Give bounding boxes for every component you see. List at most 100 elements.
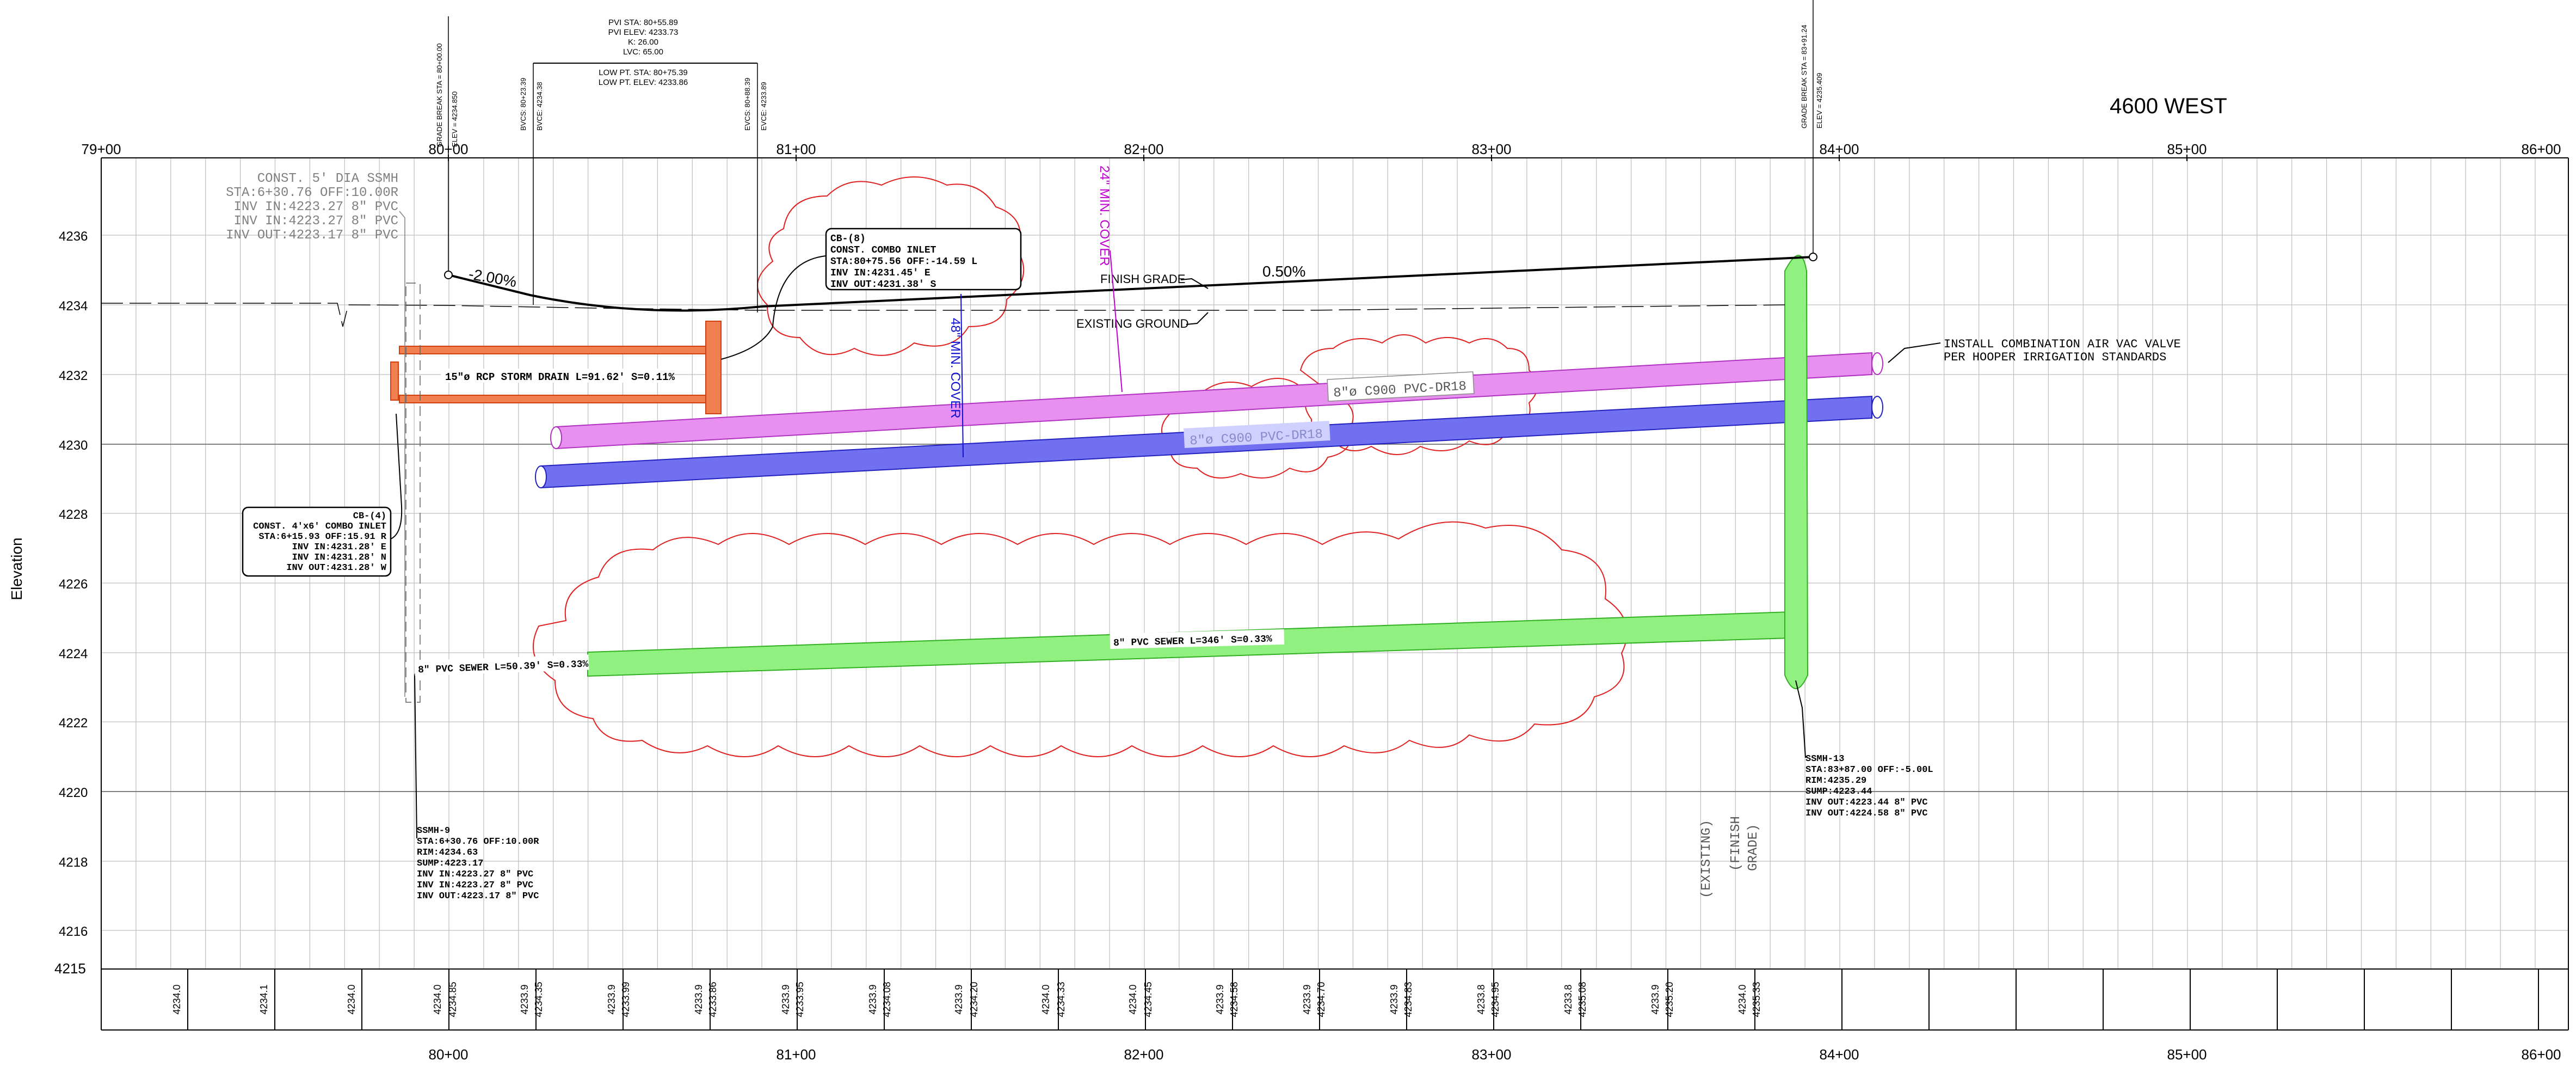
pvi-line: PVI ELEV: 4233.73 — [608, 28, 679, 37]
band-elevation-value: 4234.0 — [1127, 984, 1138, 1014]
station-label: 84+00 — [1819, 1046, 1859, 1063]
pipe-end — [535, 465, 547, 488]
note-line: SSMH-13 — [1805, 754, 1844, 764]
grade-break-point — [1809, 253, 1817, 261]
note-line: INV IN:4223.27 8" PVC — [417, 880, 533, 891]
elevation-label: 4236 — [59, 229, 88, 244]
note-line: INV OUT:4223.17 8" PVC — [417, 891, 539, 902]
elevation-label: 4230 — [59, 438, 88, 453]
band-elevation-value: 4233.9 — [1302, 984, 1312, 1014]
note-line: INV IN:4223.27 8" PVC — [234, 200, 398, 214]
grade-break-point — [444, 271, 453, 279]
finish-grade-line — [448, 256, 1814, 312]
low-point-line: LOW PT. STA: 80+75.39 — [599, 68, 688, 77]
band-elevation-value: 4233.9 — [953, 984, 964, 1014]
band-elevation-value: 4235.33 — [1751, 982, 1762, 1017]
band-elevation-value: 4234.0 — [346, 984, 357, 1014]
note-line: CONST. COMBO INLET — [830, 245, 936, 256]
station-labels-bottom: 80+00 81+00 82+00 83+00 84+00 85+00 86+0… — [428, 1046, 2561, 1063]
storm-drain-label-box — [441, 369, 669, 383]
note-line: CB-(4) — [353, 511, 386, 522]
grade-label-right: 0.50% — [1262, 263, 1305, 280]
note-line: INV OUT:4231.28' W — [286, 563, 386, 573]
note-line: INSTALL COMBINATION AIR VAC VALVE — [1944, 338, 2181, 351]
elevation-label: 4224 — [59, 647, 88, 661]
inlet-cb8 — [705, 321, 722, 414]
evcs-label: EVCS: 80+88.39 — [743, 78, 751, 131]
band-elevation-value: 4233.9 — [1650, 984, 1661, 1014]
band-elevation-value: 4234.33 — [1056, 982, 1067, 1017]
bvce-label: BVCE: 4234.38 — [535, 82, 544, 131]
ssmh9-note: SSMH-9 STA:6+30.76 OFF:10.00R RIM:4234.6… — [417, 826, 539, 902]
elevation-label: 4220 — [59, 786, 88, 800]
note-line: INV OUT:4223.44 8" PVC — [1805, 798, 1927, 808]
note-line: INV IN:4231.28' E — [292, 542, 386, 553]
station-label: 80+00 — [428, 1046, 468, 1063]
band-elevation-value: 4234.85 — [447, 982, 458, 1017]
storm-drain-label: 15"ø RCP STORM DRAIN L=91.62' S=0.11% — [445, 371, 675, 383]
min-cover-24-label: 24" MIN. COVER — [1097, 165, 1112, 266]
revision-cloud — [533, 521, 1628, 757]
pvi-line: PVI STA: 80+55.89 — [608, 18, 678, 27]
station-label: 85+00 — [2167, 1046, 2207, 1063]
sheet-title: 4600 WEST — [2110, 94, 2227, 118]
note-line: STA:80+75.56 OFF:-14.59 L — [830, 256, 977, 267]
elevation-label: 4234 — [59, 299, 88, 314]
min-cover-48-dim — [960, 293, 964, 458]
cb8-box — [825, 228, 1022, 291]
band-elevation-value: 4233.86 — [707, 982, 718, 1017]
air-vac-note: INSTALL COMBINATION AIR VAC VALVE PER HO… — [1944, 338, 2181, 364]
finish-vertical-label: (FINISH — [1729, 816, 1743, 871]
elevation-label: 4228 — [59, 507, 88, 522]
station-label: 79+00 — [81, 141, 121, 157]
manhole-13 — [1784, 255, 1809, 689]
revision-cloud — [1299, 334, 1538, 455]
pipe-end — [550, 426, 562, 449]
ssmh-const-note: CONST. 5' DIA SSMH STA:6+30.76 OFF:10.00… — [226, 171, 398, 243]
station-label: 86+00 — [2521, 1046, 2561, 1063]
finish-grade-leader — [1180, 278, 1209, 289]
pvi-line: LVC: 65.00 — [623, 47, 663, 57]
band-elevation-value: 4233.95 — [794, 982, 805, 1017]
band-elevation-value: 4233.9 — [867, 984, 878, 1014]
revision-cloud — [757, 176, 1025, 356]
elevation-label: 4216 — [59, 924, 88, 939]
band-elevation-value: 4234.0 — [1040, 984, 1051, 1014]
cb4-leader — [390, 413, 403, 539]
band-elevation-value: 4234.95 — [1490, 982, 1501, 1017]
band-elevation-value: 4234.45 — [1143, 982, 1154, 1017]
pipe-storm — [399, 395, 707, 403]
band-elevation-value: 4234.0 — [1737, 984, 1748, 1014]
note-line: CB-(8) — [830, 234, 866, 244]
note-line: INV OUT:4231.38' S — [830, 279, 936, 290]
elevation-label: 4218 — [59, 855, 88, 870]
band-elevation-value: 4234.20 — [969, 982, 979, 1017]
note-line: INV OUT:4223.17 8" PVC — [226, 228, 398, 243]
ssmh9-leader — [414, 664, 420, 839]
elevation-labels: 4236 4234 4232 4230 4228 4226 4224 4222 … — [54, 229, 88, 977]
revision-cloud — [1161, 378, 1354, 479]
note-line: INV IN:4231.45' E — [830, 268, 930, 279]
band-elevation-value: 4234.0 — [171, 984, 182, 1014]
note-line: STA:6+30.76 OFF:10.00R — [226, 186, 398, 200]
station-labels-top: 79+00 80+00 81+00 82+00 83+00 84+00 85+0… — [81, 141, 2561, 157]
cb8-note: CB-(8) CONST. COMBO INLET STA:80+75.56 O… — [830, 234, 977, 290]
ssmh13-note: SSMH-13 STA:83+87.00 OFF:-5.00L RIM:4235… — [1805, 754, 1933, 819]
band-elevation-value: 4235.08 — [1577, 982, 1588, 1017]
min-cover-24-dim — [1110, 250, 1123, 393]
pipe-end — [1871, 396, 1883, 419]
station-label: 82+00 — [1124, 141, 1163, 157]
revision-clouds — [533, 176, 1628, 757]
cb8-leader — [720, 255, 827, 360]
band-elevation-value: 4233.9 — [1215, 984, 1225, 1014]
pvc-top-label-box — [1327, 371, 1475, 402]
station-label: 83+00 — [1471, 1046, 1511, 1063]
finish-grade-label: FINISH GRADE — [1100, 272, 1185, 286]
ssmh-9-symbol — [405, 283, 421, 703]
band-elevation-value: 4233.8 — [1563, 984, 1574, 1014]
band-elevation-value: 4234.08 — [882, 982, 892, 1017]
note-line: INV IN:4223.27 8" PVC — [234, 214, 398, 229]
station-label: 81+00 — [776, 141, 816, 157]
note-line: RIM:4235.29 — [1805, 776, 1866, 786]
band-elevation-value: 4235.20 — [1664, 982, 1675, 1017]
